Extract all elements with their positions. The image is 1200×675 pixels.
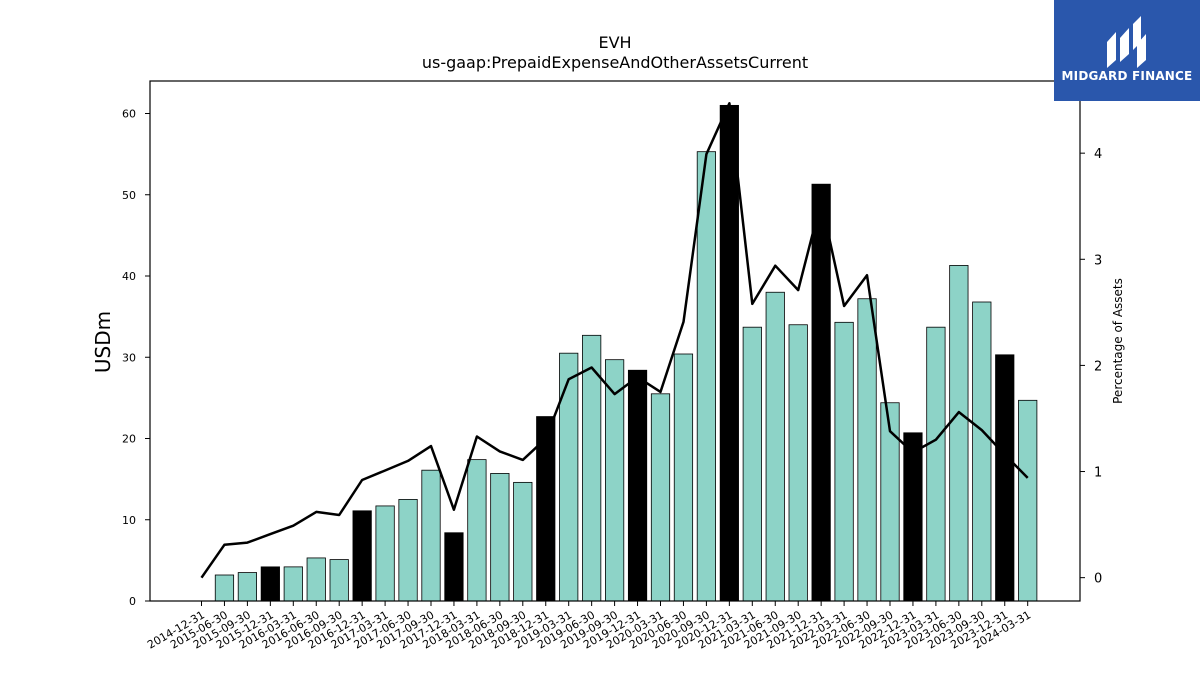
logo-text: MIDGARD FINANCE xyxy=(1061,69,1193,83)
bar-2017-03-31 xyxy=(375,505,395,602)
bar-2018-06-30 xyxy=(490,473,510,602)
y2-tick-label: 2 xyxy=(1094,359,1102,374)
bar-2021-03-31 xyxy=(742,326,762,602)
midgard-logo-icon xyxy=(1107,16,1146,68)
percentage-of-assets-line xyxy=(200,102,1029,579)
y2-tick-label: 0 xyxy=(1094,572,1102,587)
y2-tick-label: 1 xyxy=(1094,466,1102,481)
y2-axis-label: Percentage of Assets xyxy=(1111,278,1125,404)
line-layer xyxy=(200,102,1029,579)
bar-2018-03-31 xyxy=(467,459,487,602)
bar-2023-03-31 xyxy=(926,326,946,602)
midgard-finance-logo: MIDGARD FINANCE xyxy=(1054,0,1200,101)
y-axis-left: 0 10 20 30 40 50 60 xyxy=(122,108,150,608)
bar-2023-12-31 xyxy=(995,354,1015,602)
y2-tick-label: 4 xyxy=(1094,147,1102,162)
bar-2020-03-31 xyxy=(650,393,671,602)
y-tick-label: 0 xyxy=(129,595,136,608)
bar-2024-03-31 xyxy=(1018,399,1038,602)
y2-tick-label: 3 xyxy=(1094,253,1102,268)
bar-2018-09-30 xyxy=(513,481,533,602)
y-tick-label: 50 xyxy=(122,189,136,202)
bar-2016-06-30 xyxy=(306,557,326,602)
y-tick-label: 20 xyxy=(122,433,136,446)
bar-2017-12-31 xyxy=(444,532,464,602)
bar-2020-06-30 xyxy=(673,353,694,602)
bar-2022-03-31 xyxy=(834,321,854,602)
bar-2015-12-31 xyxy=(260,566,280,602)
x-axis: 2014-12-312015-06-302015-09-302015-12-31… xyxy=(145,601,1033,652)
bar-2022-06-30 xyxy=(857,298,877,602)
bar-2015-06-30 xyxy=(214,574,235,602)
bar-2016-12-31 xyxy=(352,510,372,602)
chart-subtitle: us-gaap:PrepaidExpenseAndOtherAssetsCurr… xyxy=(422,53,808,72)
bar-2019-12-31 xyxy=(627,369,648,602)
y-tick-label: 40 xyxy=(122,270,136,283)
y-axis-right: 0 1 2 3 4 xyxy=(1080,147,1102,587)
bar-2016-09-30 xyxy=(329,559,349,602)
bar-2017-06-30 xyxy=(398,499,418,602)
bar-2021-09-30 xyxy=(788,324,808,602)
bars xyxy=(214,104,1038,602)
bar-2020-12-31 xyxy=(719,104,739,602)
chart-title: EVH xyxy=(598,33,631,52)
bar-2023-09-30 xyxy=(972,301,992,602)
bar-2019-09-30 xyxy=(605,359,625,602)
bar-2016-03-31 xyxy=(283,566,303,602)
y-axis-label: USDm xyxy=(91,311,115,373)
bar-2021-12-31 xyxy=(811,183,831,602)
bar-2019-03-31 xyxy=(559,352,579,602)
bar-2022-12-31 xyxy=(903,432,923,602)
bar-2023-06-30 xyxy=(949,265,969,602)
y-tick-label: 30 xyxy=(122,351,136,364)
bar-2021-06-30 xyxy=(765,291,785,602)
y-tick-label: 10 xyxy=(122,514,136,527)
bar-2017-09-30 xyxy=(421,469,441,602)
y-tick-label: 60 xyxy=(122,108,136,121)
bar-2020-09-30 xyxy=(696,151,717,602)
bar-2015-09-30 xyxy=(237,572,257,602)
